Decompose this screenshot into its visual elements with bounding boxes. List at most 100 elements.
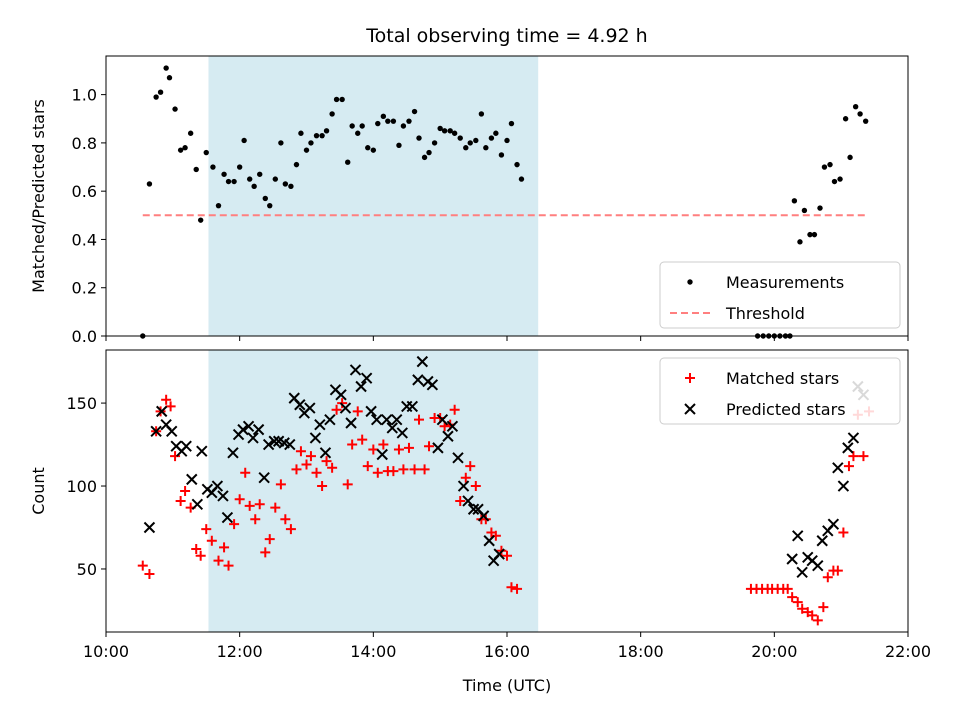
data-point	[786, 553, 798, 565]
data-point	[314, 418, 326, 431]
y-tick-label: 150	[66, 394, 97, 413]
data-point	[329, 111, 335, 117]
data-point	[251, 183, 257, 190]
legend-label: Threshold	[725, 304, 805, 323]
data-point	[378, 439, 389, 450]
data-point	[455, 495, 466, 506]
data-point	[331, 404, 342, 415]
x-tick-label: 10:00	[83, 642, 129, 661]
data-point	[412, 374, 424, 386]
data-point	[195, 550, 206, 561]
data-point	[237, 423, 249, 436]
data-point	[816, 535, 828, 547]
data-point	[811, 231, 818, 238]
data-point	[203, 149, 209, 156]
data-point	[827, 161, 833, 168]
data-point	[182, 145, 188, 151]
data-point	[843, 461, 854, 472]
data-point	[502, 550, 512, 561]
data-point	[187, 130, 194, 136]
data-point	[308, 140, 314, 146]
data-point	[155, 405, 168, 418]
data-point	[317, 481, 328, 492]
legend-marker	[687, 279, 693, 285]
data-point	[375, 120, 381, 127]
data-point	[303, 147, 310, 153]
x-tick-label: 22:00	[885, 642, 931, 661]
data-point	[137, 560, 148, 571]
data-point	[436, 413, 449, 426]
series-predicted-stars	[143, 355, 870, 578]
data-point	[146, 181, 153, 187]
data-point	[355, 130, 361, 136]
data-point	[342, 479, 353, 490]
data-point	[339, 96, 345, 103]
data-point	[409, 464, 420, 475]
data-point	[388, 466, 399, 477]
data-point	[355, 380, 367, 393]
data-point	[822, 572, 833, 583]
data-point	[236, 164, 243, 170]
data-point	[441, 128, 448, 134]
data-point	[150, 425, 162, 437]
data-point	[285, 524, 296, 535]
data-point	[231, 178, 237, 185]
data-point	[180, 440, 192, 452]
data-point	[821, 164, 828, 170]
data-point	[347, 439, 358, 450]
data-point	[345, 417, 357, 429]
data-point	[166, 425, 178, 437]
panel-1: 0.0 0.2 0.4 0.6 0.8 1.0 Matched/Predicted star…	[29, 55, 909, 346]
legend-box	[659, 261, 901, 329]
data-point	[291, 464, 302, 475]
data-point	[457, 135, 463, 141]
data-point	[191, 544, 202, 555]
data-point	[380, 413, 393, 426]
data-point	[211, 480, 224, 492]
data-point	[837, 480, 850, 492]
data-point	[842, 116, 849, 122]
data-point	[264, 534, 275, 545]
data-point	[792, 530, 804, 542]
data-point	[465, 461, 476, 472]
data-point	[252, 423, 265, 436]
data-point	[219, 542, 230, 553]
data-point	[787, 592, 798, 603]
data-point	[193, 166, 199, 173]
data-point	[294, 399, 306, 411]
data-point	[832, 462, 844, 474]
data-point	[403, 442, 414, 453]
data-point	[478, 111, 485, 117]
data-point	[280, 514, 291, 525]
x-tick-label: 20:00	[751, 642, 797, 661]
legend: Measurements Threshold	[659, 261, 901, 329]
data-point	[857, 111, 863, 117]
data-point	[339, 402, 352, 414]
data-point	[512, 583, 523, 594]
data-point	[311, 467, 322, 478]
observing-window-span	[208, 56, 539, 336]
data-point	[827, 518, 840, 530]
y-axis-label: Count	[29, 467, 48, 515]
y-tick-label: 0.4	[72, 230, 97, 249]
data-point	[416, 355, 429, 368]
data-point	[359, 123, 365, 129]
y-axis-label: Matched/Predicted stars	[29, 99, 48, 293]
data-point	[470, 481, 481, 492]
data-point	[451, 130, 458, 136]
data-point	[791, 198, 798, 204]
data-point	[406, 118, 412, 124]
data-point	[419, 464, 430, 475]
data-point	[431, 140, 438, 146]
data-point	[812, 615, 823, 626]
data-point	[153, 94, 159, 100]
data-point	[272, 176, 279, 182]
data-point	[293, 161, 300, 168]
data-point	[390, 118, 397, 124]
legend-label: Matched stars	[726, 369, 839, 388]
data-point	[166, 75, 173, 81]
data-point	[270, 502, 281, 513]
data-point	[442, 430, 454, 442]
data-point	[862, 118, 869, 124]
